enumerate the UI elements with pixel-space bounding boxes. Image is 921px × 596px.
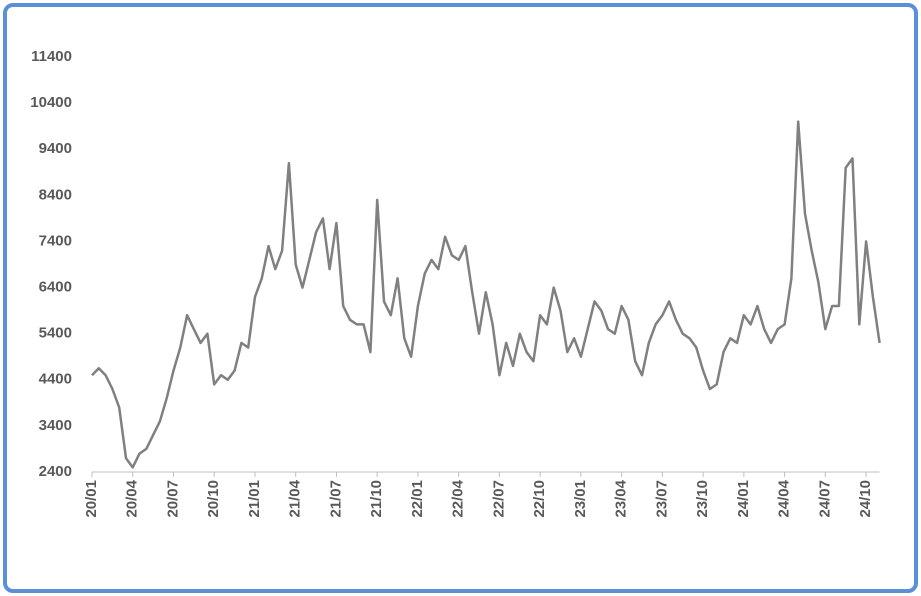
y-tick-label: 4400 bbox=[39, 371, 72, 388]
x-tick-label: 20/04 bbox=[124, 479, 141, 517]
x-tick-label: 24/01 bbox=[735, 480, 752, 518]
y-tick-label: 2400 bbox=[39, 463, 72, 480]
x-tick-label: 23/04 bbox=[613, 479, 630, 517]
y-tick-label: 8400 bbox=[39, 186, 72, 203]
x-tick-label: 21/10 bbox=[368, 480, 385, 518]
x-tick-label: 23/07 bbox=[653, 480, 670, 518]
y-tick-label: 7400 bbox=[39, 232, 72, 249]
y-tick-label: 3400 bbox=[39, 417, 72, 434]
y-tick-label: 5400 bbox=[39, 325, 72, 342]
x-tick-label: 21/07 bbox=[327, 480, 344, 518]
x-tick-label: 22/07 bbox=[490, 480, 507, 518]
x-tick-label: 24/10 bbox=[857, 480, 874, 518]
x-tick-label: 21/04 bbox=[287, 479, 304, 517]
x-tick-label: 23/10 bbox=[694, 480, 711, 518]
chart-frame bbox=[3, 3, 918, 593]
x-tick-label: 20/10 bbox=[205, 480, 222, 518]
x-tick-label: 21/01 bbox=[246, 480, 263, 518]
x-tick-label: 22/01 bbox=[409, 480, 426, 518]
x-tick-label: 22/04 bbox=[450, 479, 467, 517]
y-tick-label: 10400 bbox=[30, 94, 72, 111]
x-tick-label: 24/07 bbox=[816, 480, 833, 518]
x-tick-label: 23/01 bbox=[572, 480, 589, 518]
y-tick-label: 6400 bbox=[39, 279, 72, 296]
y-tick-label: 11400 bbox=[31, 48, 72, 65]
y-tick-label: 9400 bbox=[39, 140, 72, 157]
x-tick-label: 20/07 bbox=[164, 480, 181, 518]
data-line bbox=[91, 120, 881, 469]
x-tick-label: 22/10 bbox=[531, 480, 548, 518]
x-tick-label: 24/04 bbox=[776, 479, 793, 517]
x-tick-label: 20/01 bbox=[83, 480, 100, 518]
